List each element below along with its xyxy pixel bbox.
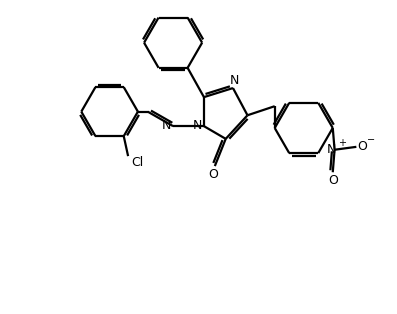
Text: O: O xyxy=(328,174,338,187)
Text: N: N xyxy=(162,119,171,132)
Text: O: O xyxy=(357,140,367,153)
Text: −: − xyxy=(367,135,375,145)
Text: N: N xyxy=(327,143,336,156)
Text: N: N xyxy=(230,74,239,87)
Text: O: O xyxy=(208,168,218,181)
Text: Cl: Cl xyxy=(132,156,144,169)
Text: N: N xyxy=(193,119,202,132)
Text: +: + xyxy=(338,138,346,148)
